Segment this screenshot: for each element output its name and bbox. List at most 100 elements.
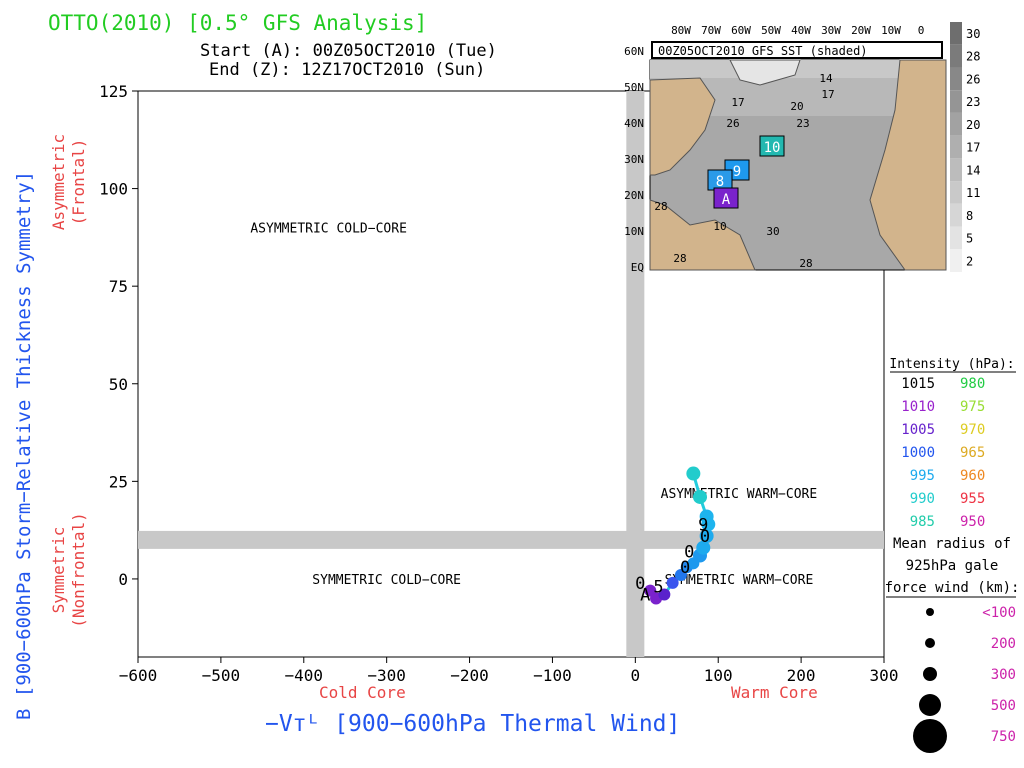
colorbar-segment xyxy=(950,90,962,113)
x-tick-label: 0 xyxy=(631,666,641,685)
colorbar-segment xyxy=(950,158,962,182)
intensity-label: 985 xyxy=(910,514,935,530)
radius-label: 200 xyxy=(991,636,1016,652)
colorbar-segment xyxy=(950,135,962,159)
radius-title: Mean radius of xyxy=(893,536,1011,552)
radius-label: 750 xyxy=(991,729,1016,745)
intensity-label: 960 xyxy=(960,468,985,484)
intensity-label: 990 xyxy=(910,491,935,507)
colorbar-label: 5 xyxy=(966,232,973,246)
colorbar-label: 2 xyxy=(966,254,973,268)
quadrant-label: SYMMETRIC WARM−CORE xyxy=(665,573,814,588)
y-tick-label: 0 xyxy=(118,570,128,589)
end-line: End (Z): 12Z17OCT2010 (Sun) xyxy=(209,60,485,80)
x-tick-label: −300 xyxy=(367,666,406,685)
inset-contour-label: 14 xyxy=(819,72,833,85)
radius-dot xyxy=(919,694,941,716)
zero-x-band xyxy=(626,91,645,657)
greenland-land xyxy=(729,59,801,86)
intensity-label: 975 xyxy=(960,399,985,415)
track-label: 5 xyxy=(653,578,663,598)
inset-lon-label: 0 xyxy=(918,24,925,37)
colorbar-label: 14 xyxy=(966,163,980,177)
inset-lon-label: 70W xyxy=(701,24,721,37)
intensity-label: 970 xyxy=(960,422,985,438)
track-point xyxy=(699,528,714,543)
track-point xyxy=(696,540,711,555)
inset-lon-label: 10W xyxy=(881,24,901,37)
inset-contour-label: 17 xyxy=(731,96,744,109)
inset-contour-label: 10 xyxy=(713,220,726,233)
radius-dot xyxy=(925,638,935,648)
radius-label: 300 xyxy=(991,667,1016,683)
inset-cool-band xyxy=(650,60,946,78)
track-label: 9 xyxy=(698,515,708,535)
x-tick-label: 100 xyxy=(704,666,733,685)
inset-title: 00Z05OCT2010 GFS SST (shaded) xyxy=(658,44,868,58)
colorbar-label: 28 xyxy=(966,50,980,64)
colorbar-label: 20 xyxy=(966,118,980,132)
intensity-label: 965 xyxy=(960,445,985,461)
colorbar-label: 17 xyxy=(966,141,980,155)
x-tick-label: −600 xyxy=(119,666,158,685)
inset-contour-label: 26 xyxy=(726,117,739,130)
inset-contour-label: 28 xyxy=(799,257,812,270)
inset-lon-label: 40W xyxy=(791,24,811,37)
colorbar-segment xyxy=(950,22,962,45)
x-axis-label: −Vᴛᴸ [900−600hPa Thermal Wind] xyxy=(265,711,680,737)
track-point xyxy=(686,466,701,481)
south-america-land xyxy=(649,199,756,271)
quadrant-label: ASYMMETRIC WARM−CORE xyxy=(661,487,818,502)
colorbar-segment xyxy=(950,249,962,272)
intensity-label: 950 xyxy=(960,514,985,530)
track-label: 0 xyxy=(684,543,694,563)
storm-marker-label: 9 xyxy=(733,164,741,180)
storm-marker-label: A xyxy=(722,192,731,208)
b10-band xyxy=(138,530,884,549)
radius-label: 500 xyxy=(991,698,1016,714)
storm-marker-label: 10 xyxy=(764,140,781,156)
track-label: 0 xyxy=(680,558,690,578)
inset-contour-label: 28 xyxy=(654,200,667,213)
y-tick-label: 125 xyxy=(99,82,128,101)
radius-dot xyxy=(926,608,934,616)
inset-lat-label: 30N xyxy=(624,153,644,166)
inset-lon-label: 60W xyxy=(731,24,751,37)
quadrant-label: SYMMETRIC COLD−CORE xyxy=(312,573,461,588)
storm-marker xyxy=(759,135,785,157)
colorbar-label: 30 xyxy=(966,27,980,41)
quadrant-label: ASYMMETRIC COLD−CORE xyxy=(250,222,407,237)
radius-title: force wind (km): xyxy=(885,580,1020,596)
colorbar-label: 11 xyxy=(966,186,980,200)
track-point xyxy=(699,509,714,524)
y-tick-label: 75 xyxy=(109,277,128,296)
x-tick-label: 200 xyxy=(787,666,816,685)
storm-marker-label: 8 xyxy=(716,174,724,190)
inset-contour-label: 30 xyxy=(766,225,779,238)
intensity-label: 995 xyxy=(910,468,935,484)
colorbar-segment xyxy=(950,226,962,250)
sst-inset-map: 00Z05OCT2010 GFS SST (shaded)80W 70W 60W 50… xyxy=(624,22,980,274)
colorbar-segment xyxy=(950,181,962,204)
inset-lon-label: 50W xyxy=(761,24,781,37)
intensity-label: 1000 xyxy=(901,445,935,461)
colorbar-segment xyxy=(950,203,962,227)
storm-marker xyxy=(713,187,739,209)
x-tick-label: −100 xyxy=(533,666,572,685)
intensity-label: 1010 xyxy=(901,399,935,415)
chart-title: OTTO(2010) [0.5° GFS Analysis] xyxy=(48,11,427,35)
inset-contour-label: 20 xyxy=(790,100,803,113)
radius-dot xyxy=(913,719,947,753)
inset-contour-label: 17 xyxy=(821,88,834,101)
x-tick-label: −500 xyxy=(202,666,241,685)
colorbar-label: 23 xyxy=(966,95,980,109)
intensity-label: 1015 xyxy=(901,376,935,392)
radius-label: <100 xyxy=(982,605,1016,621)
europe-africa-land xyxy=(869,59,947,271)
y-side-top-label: Asymmetric xyxy=(49,134,68,230)
inset-title-box xyxy=(651,41,943,59)
y-axis-label: B [900−600hPa Storm−Relative Thickness S… xyxy=(13,171,35,720)
colorbar-segment xyxy=(950,44,962,68)
track-label: 0 xyxy=(700,527,710,547)
